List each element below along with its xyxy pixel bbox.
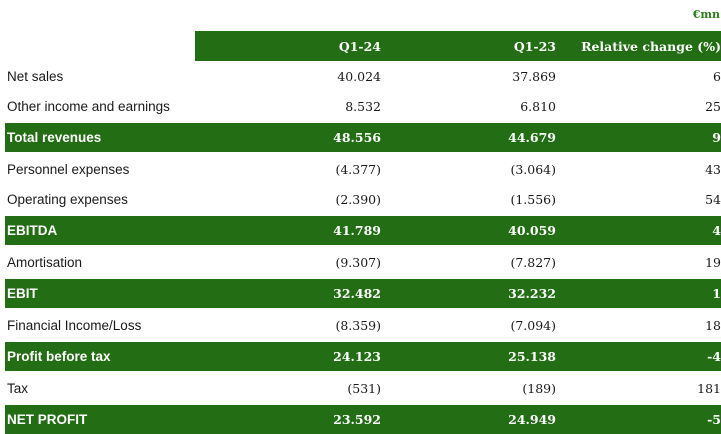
q124-value: 48.556 (195, 123, 385, 152)
q124-value: (8.359) (335, 317, 381, 333)
relative-change-value: 19 (705, 254, 721, 270)
table-header-row: Q1-24 Q1-23 Relative change (%) (5, 31, 721, 61)
row-spacer (5, 403, 721, 405)
q123-value: (1.556) (510, 191, 556, 207)
q123-value: 40.059 (385, 216, 560, 245)
q124-value: 41.789 (195, 216, 385, 245)
q124-value: 24.123 (195, 342, 385, 371)
row-label: Tax (7, 380, 29, 396)
row-label: EBITDA (5, 216, 195, 245)
column-header-q123: Q1-23 (385, 31, 560, 61)
relative-change-value: -5 (560, 405, 721, 434)
row-label: Net sales (7, 68, 64, 84)
q123-value: (7.094) (510, 317, 556, 333)
relative-change-value: 25 (705, 98, 721, 114)
row-spacer (5, 277, 721, 279)
relative-change-value: 4 (560, 216, 721, 245)
q124-value: (9.307) (335, 254, 381, 270)
row-spacer (5, 245, 721, 247)
table-total-row: Profit before tax 24.123 25.138 -4 (5, 342, 721, 371)
table-row: Personnel expenses (4.377) (3.064) 43 (5, 154, 721, 184)
q123-value: (189) (522, 380, 556, 396)
spacer-cell (5, 121, 721, 123)
q123-value: 24.949 (385, 405, 560, 434)
table-row: Other income and earnings 8.532 6.810 25 (5, 91, 721, 121)
relative-change-value: -4 (560, 342, 721, 371)
relative-change-value: 9 (560, 123, 721, 152)
q123-value: 44.679 (385, 123, 560, 152)
q123-value: (7.827) (510, 254, 556, 270)
q124-value: (4.377) (335, 161, 381, 177)
row-spacer (5, 152, 721, 154)
column-header-relative-change: Relative change (%) (560, 31, 721, 61)
table-row: Operating expenses (2.390) (1.556) 54 (5, 184, 721, 214)
spacer-cell (5, 245, 721, 247)
relative-change-value: 18 (705, 317, 721, 333)
relative-change-value: 1 (560, 279, 721, 308)
table-total-row: NET PROFIT 23.592 24.949 -5 (5, 405, 721, 434)
header-blank-cell (5, 31, 195, 61)
table-body: Net sales 40.024 37.869 6 Other income and e… (5, 61, 721, 434)
q123-value: 32.232 (385, 279, 560, 308)
q123-value: 37.869 (512, 68, 556, 84)
spacer-cell (5, 277, 721, 279)
table-total-row: Total revenues 48.556 44.679 9 (5, 123, 721, 152)
relative-change-value: 6 (713, 68, 721, 84)
q124-value: 40.024 (337, 68, 381, 84)
table-row: Financial Income/Loss (8.359) (7.094) 18 (5, 310, 721, 340)
row-spacer (5, 371, 721, 373)
spacer-cell (5, 214, 721, 216)
q124-value: 32.482 (195, 279, 385, 308)
spacer-cell (5, 308, 721, 310)
q124-value: (2.390) (335, 191, 381, 207)
row-spacer (5, 340, 721, 342)
row-label: Amortisation (7, 254, 83, 270)
row-spacer (5, 214, 721, 216)
row-label: Total revenues (5, 123, 195, 152)
table-row: Amortisation (9.307) (7.827) 19 (5, 247, 721, 277)
q124-value: 23.592 (195, 405, 385, 434)
relative-change-value: 181 (697, 380, 721, 396)
spacer-cell (5, 152, 721, 154)
row-spacer (5, 121, 721, 123)
spacer-cell (5, 340, 721, 342)
relative-change-value: 54 (705, 191, 721, 207)
q123-value: 6.810 (520, 98, 556, 114)
table-total-row: EBIT 32.482 32.232 1 (5, 279, 721, 308)
relative-change-value: 43 (705, 161, 721, 177)
q124-value: (531) (347, 380, 381, 396)
row-label: Other income and earnings (7, 98, 170, 114)
spacer-cell (5, 371, 721, 373)
column-header-q124: Q1-24 (195, 31, 385, 61)
unit-label: €mn (692, 8, 720, 21)
table-row: Net sales 40.024 37.869 6 (5, 61, 721, 91)
table-row: Tax (531) (189) 181 (5, 373, 721, 403)
row-label: Operating expenses (7, 191, 128, 207)
row-spacer (5, 308, 721, 310)
spacer-cell (5, 403, 721, 405)
row-label: EBIT (5, 279, 195, 308)
row-label: NET PROFIT (5, 405, 195, 434)
table-total-row: EBITDA 41.789 40.059 4 (5, 216, 721, 245)
q124-value: 8.532 (345, 98, 381, 114)
row-label: Profit before tax (5, 342, 195, 371)
q123-value: (3.064) (510, 161, 556, 177)
row-label: Financial Income/Loss (7, 317, 142, 333)
row-label: Personnel expenses (7, 161, 130, 177)
income-statement-table: Q1-24 Q1-23 Relative change (%) Net sale… (5, 31, 721, 434)
q123-value: 25.138 (385, 342, 560, 371)
